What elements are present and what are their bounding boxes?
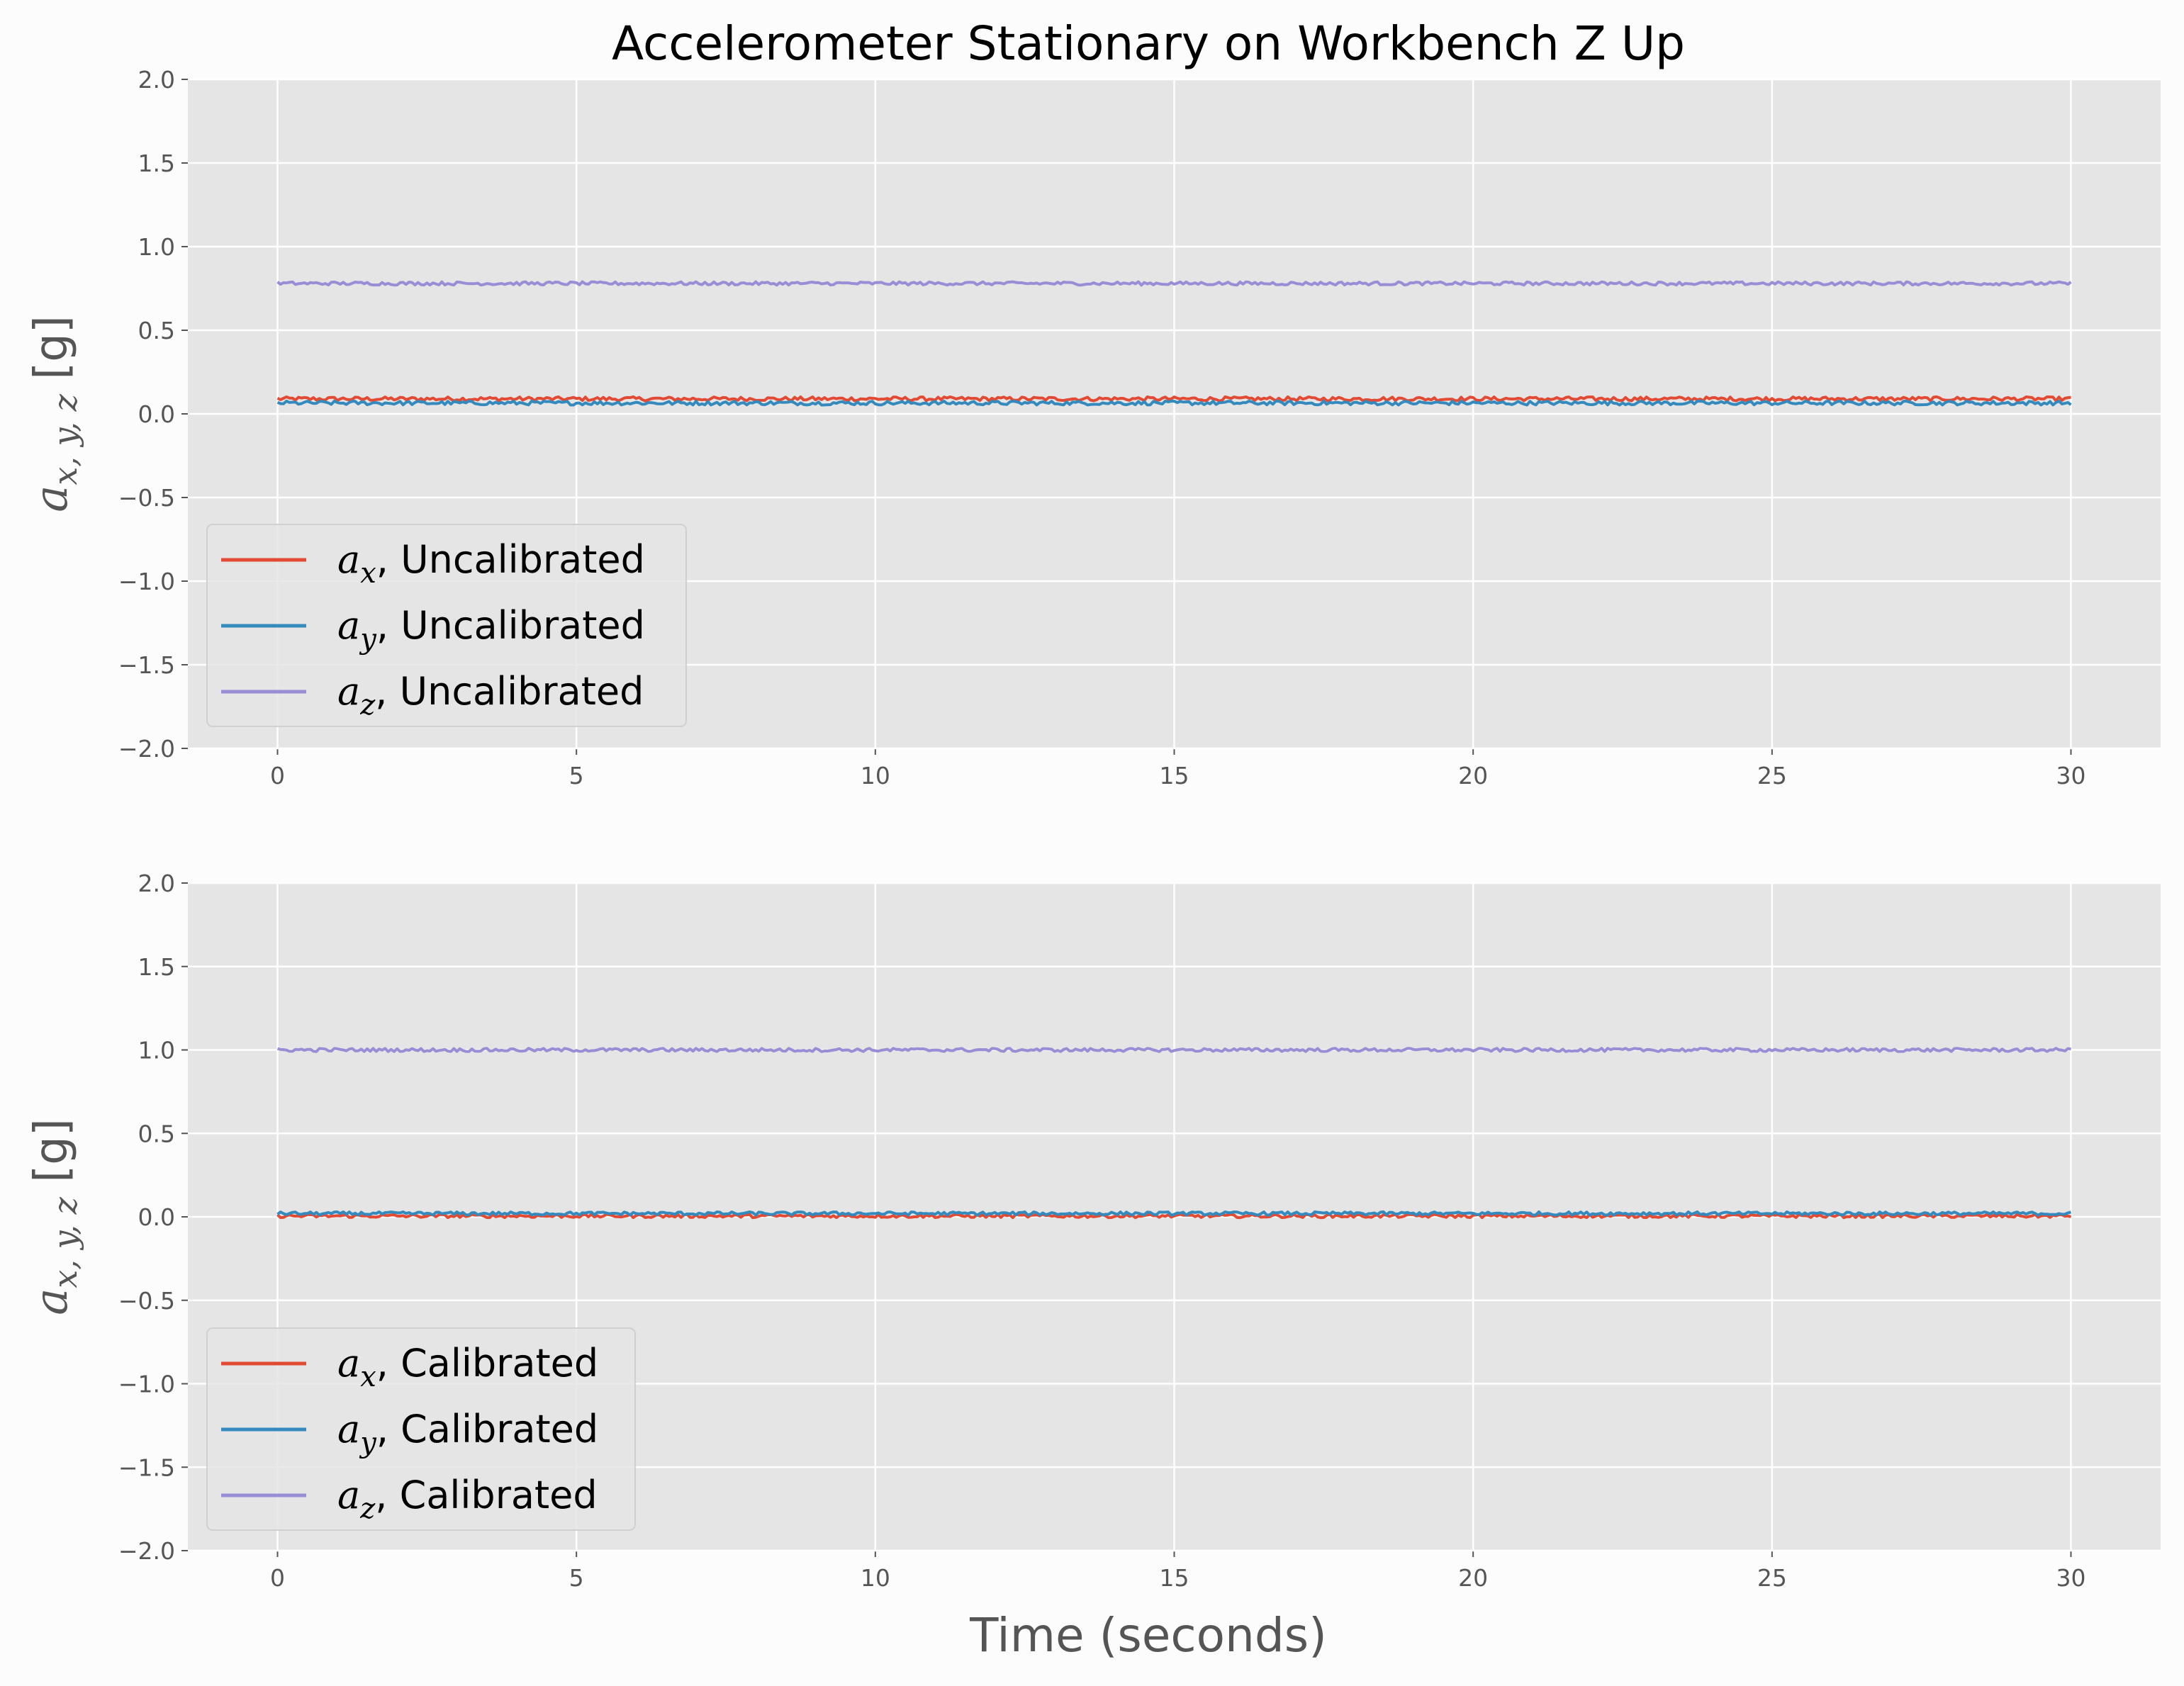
y-tick-label: 1.5: [138, 150, 175, 177]
y-tick-label: −2.0: [118, 735, 175, 763]
y-axis-label: ax, y, z [g]: [26, 315, 84, 512]
x-tick-label: 20: [1458, 762, 1488, 789]
x-tick-label: 5: [569, 762, 584, 789]
x-tick-label: 10: [861, 1564, 890, 1592]
y-tick-label: −1.5: [118, 651, 175, 679]
legend-entry-ax: ax, Uncalibrated: [337, 537, 645, 590]
chart-title: Accelerometer Stationary on Workbench Z …: [612, 16, 1685, 71]
series-line-ax: [276, 395, 2071, 403]
x-tick-label: 30: [2056, 1564, 2086, 1592]
x-tick-label: 15: [1160, 762, 1189, 789]
subplot-calibrated: 0 5 10 15 20 25 30 −2.0 −1.5 −1.0 −0.5 0.0 0.5 1.0 1.5…: [26, 870, 2161, 1592]
y-tick-label: −1.5: [118, 1454, 175, 1481]
y-axis-label: ax, y, z [g]: [26, 1118, 84, 1315]
series-line-az: [276, 1047, 2071, 1053]
legend-box: [206, 524, 687, 727]
x-tick-label: 10: [861, 762, 890, 789]
x-tick-label: 20: [1458, 1564, 1488, 1592]
y-tick-label: −0.5: [118, 484, 175, 512]
series-line-az: [276, 280, 2072, 287]
y-tick-label: −1.0: [118, 1371, 175, 1398]
x-tick-label: 15: [1160, 1564, 1189, 1592]
legend-box: [206, 1327, 636, 1531]
legend-entry-ax: ax, Calibrated: [337, 1341, 598, 1393]
series-line-ay: [276, 399, 2072, 407]
y-tick-label: −2.0: [118, 1537, 175, 1565]
x-tick-label: 0: [270, 1564, 285, 1592]
y-tick-label: 0.0: [138, 1203, 175, 1231]
y-tick-label: −0.5: [118, 1287, 175, 1315]
legend: ax, Calibrated ay, Calibrated az, Calibrat…: [206, 1327, 636, 1531]
x-tick-label: 25: [1757, 1564, 1787, 1592]
x-tick-label: 5: [569, 1564, 584, 1592]
y-tick-label: 2.0: [138, 870, 175, 897]
y-tick-label: 0.5: [138, 1120, 175, 1147]
legend: ax, Uncalibrated ay, Uncalibrated az, Unca…: [206, 524, 687, 727]
y-tick-label: 1.0: [138, 233, 175, 261]
legend-entry-ay: ay, Uncalibrated: [337, 603, 645, 656]
x-tick-label: 0: [270, 762, 285, 789]
x-axis-label: Time (seconds): [969, 1608, 1327, 1663]
legend-entry-az: az, Uncalibrated: [337, 669, 644, 721]
legend-entry-az: az, Calibrated: [337, 1473, 598, 1525]
x-tick-label: 30: [2056, 762, 2086, 789]
y-tick-label: 1.5: [138, 953, 175, 981]
x-tick-label: 25: [1757, 762, 1787, 789]
series-line-ay: [276, 1210, 2072, 1217]
y-tick-label: 2.0: [138, 66, 175, 94]
y-tick-label: 0.0: [138, 400, 175, 428]
y-tick-label: 0.5: [138, 317, 175, 344]
y-tick-label: 1.0: [138, 1037, 175, 1064]
y-tick-label: −1.0: [118, 568, 175, 595]
subplot-uncalibrated: 0 5 10 15 20 25 30 −2.0 −1.5 −1.0 −0.5 0.0 0.5 1.0 1.5…: [26, 66, 2161, 789]
legend-entry-ay: ay, Calibrated: [337, 1407, 598, 1459]
